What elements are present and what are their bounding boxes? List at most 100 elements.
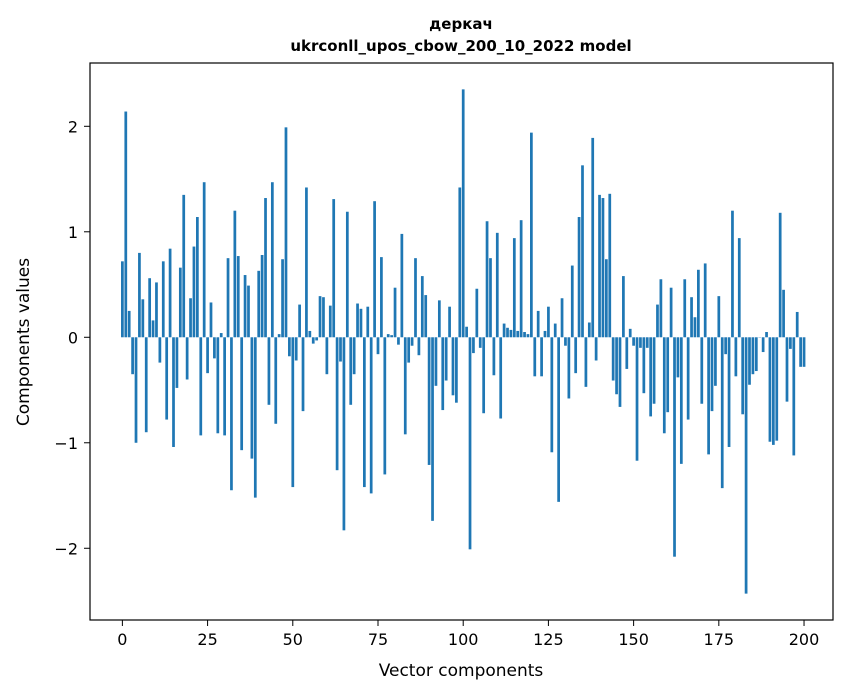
bar-190 <box>768 337 772 442</box>
bar-157 <box>656 304 659 338</box>
bar-57 <box>315 337 319 341</box>
bar-23 <box>199 337 203 436</box>
bar-145 <box>615 337 618 395</box>
bar-14 <box>168 248 172 338</box>
bar-130 <box>564 337 567 346</box>
bar-101 <box>465 326 468 338</box>
bar-150 <box>632 337 635 346</box>
bar-98 <box>455 337 458 403</box>
bar-58 <box>318 296 322 338</box>
bar-102 <box>468 337 472 550</box>
bar-69 <box>356 303 359 338</box>
x-tick-label: 200 <box>789 630 820 649</box>
bar-110 <box>495 232 499 338</box>
bar-3 <box>131 337 134 375</box>
bar-193 <box>778 212 782 338</box>
bar-6 <box>141 299 145 338</box>
bar-42 <box>264 198 267 338</box>
bar-146 <box>618 337 622 407</box>
bar-113 <box>506 327 509 338</box>
bar-88 <box>420 276 424 338</box>
bar-54 <box>305 187 308 338</box>
bar-153 <box>642 337 646 394</box>
x-tick-label: 100 <box>448 630 479 649</box>
bar-79 <box>390 335 393 338</box>
bar-125 <box>547 306 550 338</box>
bar-127 <box>553 323 557 338</box>
bar-22 <box>196 217 199 338</box>
chart-subtitle: ukrconll_upos_cbow_200_10_2022 model <box>290 37 631 55</box>
bar-134 <box>577 217 581 338</box>
bar-20 <box>189 298 192 338</box>
bar-104 <box>475 288 479 338</box>
bar-68 <box>352 337 356 375</box>
bar-189 <box>765 332 768 338</box>
bar-156 <box>652 337 656 404</box>
bar-11 <box>158 337 162 363</box>
bar-8 <box>148 278 152 338</box>
bar-195 <box>785 337 789 402</box>
x-tick-label: 50 <box>283 630 303 649</box>
bar-109 <box>492 337 496 376</box>
x-axis-label: Vector components <box>379 661 544 681</box>
bar-200 <box>802 337 806 367</box>
bar-1 <box>124 111 128 338</box>
bar-83 <box>403 337 407 435</box>
bar-4 <box>134 337 138 443</box>
bar-85 <box>410 337 414 346</box>
x-tick-label: 150 <box>618 630 649 649</box>
bar-7 <box>144 337 148 433</box>
bar-56 <box>311 337 315 344</box>
bar-2 <box>127 310 131 338</box>
bar-111 <box>499 337 503 419</box>
bar-43 <box>267 337 271 405</box>
bar-137 <box>587 322 591 338</box>
bar-48 <box>284 127 288 338</box>
bar-52 <box>298 304 301 338</box>
bar-120 <box>530 132 533 338</box>
bar-114 <box>509 329 513 338</box>
bar-126 <box>550 337 554 453</box>
bar-168 <box>693 317 697 338</box>
bar-18 <box>182 194 186 338</box>
x-tick-label: 0 <box>117 630 127 649</box>
bar-35 <box>240 337 244 451</box>
bar-132 <box>570 265 574 338</box>
bar-77 <box>383 337 387 475</box>
bar-99 <box>458 187 462 338</box>
bar-27 <box>213 337 216 359</box>
bar-73 <box>369 337 373 494</box>
bar-152 <box>639 337 642 348</box>
bar-9 <box>151 320 155 338</box>
bar-166 <box>686 337 690 420</box>
bar-84 <box>407 337 411 363</box>
bar-112 <box>502 323 506 338</box>
bar-121 <box>533 337 537 377</box>
x-tick-label: 25 <box>197 630 217 649</box>
bar-175 <box>717 296 721 338</box>
bar-167 <box>690 297 693 338</box>
bar-180 <box>734 337 738 377</box>
bar-74 <box>373 201 376 338</box>
bar-95 <box>444 337 448 381</box>
bar-199 <box>799 337 802 367</box>
chart-title: деркач <box>429 15 493 33</box>
bar-165 <box>683 279 687 338</box>
plot-area-frame <box>89 62 834 621</box>
bar-171 <box>703 263 707 338</box>
bar-59 <box>322 297 325 338</box>
bar-71 <box>363 337 366 488</box>
bar-60 <box>325 337 329 375</box>
bar-179 <box>731 210 734 338</box>
bar-81 <box>397 337 400 345</box>
bar-124 <box>543 330 547 338</box>
y-tick-label: 1 <box>68 223 78 242</box>
bar-142 <box>604 259 608 338</box>
bar-53 <box>301 337 305 412</box>
bar-158 <box>659 279 663 338</box>
bar-197 <box>792 337 796 456</box>
bar-47 <box>281 259 284 338</box>
bar-0 <box>121 261 124 338</box>
bar-196 <box>789 337 792 349</box>
